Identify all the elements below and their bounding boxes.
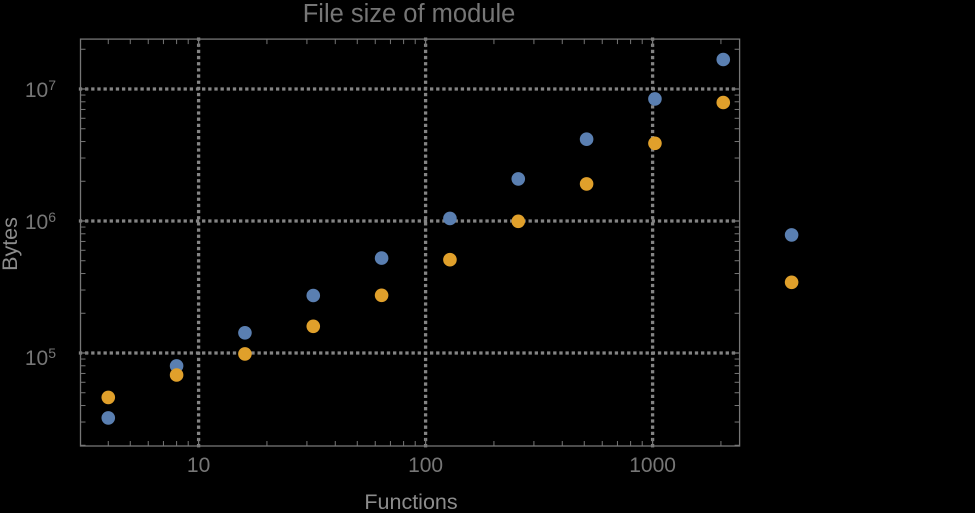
svg-text:100: 100 xyxy=(408,454,443,477)
svg-text:Functions: Functions xyxy=(364,490,457,513)
svg-text:Bytes: Bytes xyxy=(0,217,22,271)
svg-text:1000: 1000 xyxy=(629,454,676,477)
svg-text:10: 10 xyxy=(187,454,210,477)
svg-text:File size of module: File size of module xyxy=(303,0,516,28)
